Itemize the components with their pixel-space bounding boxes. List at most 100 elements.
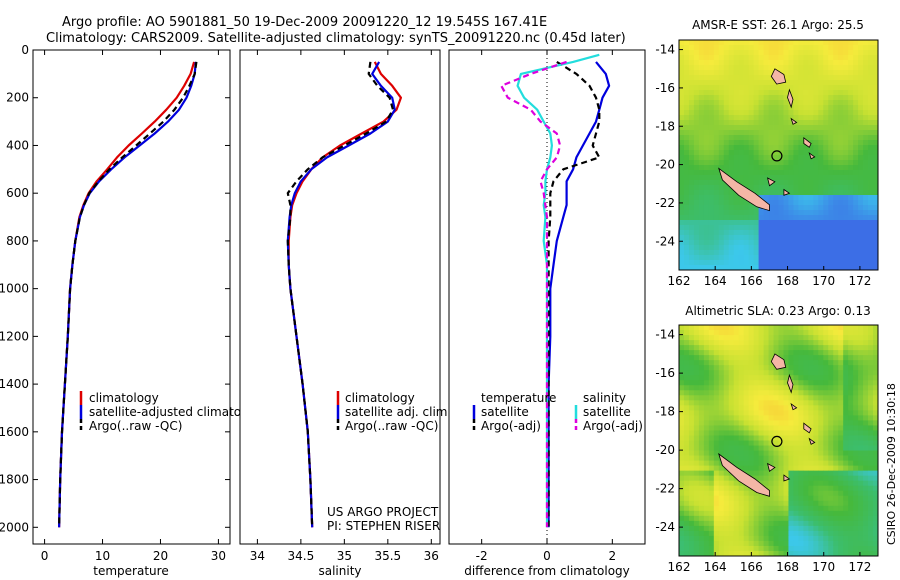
x-tick-label: 36 (424, 549, 439, 563)
x-tick-label: 20 (153, 549, 168, 563)
sla-map-frame (678, 324, 879, 557)
x-tick-label: 35.5 (374, 549, 401, 563)
sst-map-panel: AMSR-E SST: 26.1 Argo: 25.5 162 164 166 168… (655, 18, 879, 288)
x-tick-label: 0 (41, 549, 49, 563)
map-x-tick-label: 172 (848, 560, 871, 574)
map-x-tick-label: 164 (704, 274, 727, 288)
legend-label-satellite-adj: satellite adj. clim. (345, 405, 451, 419)
map-x-tick-label: 164 (704, 560, 727, 574)
map-y-tick-label: -20 (655, 158, 675, 172)
map-y-tick-label: -22 (655, 482, 675, 496)
legend-label-climatology: climatology (345, 391, 415, 405)
argo-float-marker (771, 150, 783, 162)
map-y-tick-label: -14 (655, 43, 675, 57)
y-tick-label: 1800 (0, 473, 29, 487)
difference-legend: temperature salinity satellite Argo(-adj… (472, 391, 643, 433)
sla-heatmap (679, 325, 878, 556)
salinity-legend: climatology satellite adj. clim. Argo(..… (336, 391, 451, 433)
x-tick-label: 0 (543, 549, 551, 563)
map-x-tick-label: 170 (812, 274, 835, 288)
figure-subtitle: Climatology: CARS2009. Satellite-adjuste… (46, 31, 626, 46)
island-4 (803, 422, 812, 434)
y-tick-label: 400 (6, 138, 29, 152)
project-credit: US ARGO PROJECT (327, 505, 439, 519)
csiro-timestamp: CSIRO 26-Dec-2009 10:30:18 (885, 383, 898, 545)
salinity-panel: 34 34.5 35 35.5 36 salinity climatology sate… (239, 49, 451, 578)
legend-label-argo: Argo(..raw -QC) (89, 419, 182, 433)
island-7 (766, 177, 776, 187)
map-x-tick-label: 166 (740, 560, 763, 574)
difference-panel: -2 0 2 difference from climatology tempera… (448, 49, 646, 578)
island-4 (803, 136, 812, 148)
y-tick-label: 1000 (0, 282, 29, 296)
x-tick-label: 30 (211, 549, 226, 563)
temperature-legend: climatology satellite-adjusted climatolo… (79, 391, 267, 433)
legend-label-sal-satellite: satellite (583, 405, 631, 419)
map-x-tick-label: 166 (740, 274, 763, 288)
series-line-salinity-argo-adj (500, 60, 567, 528)
map-y-tick-label: -22 (655, 196, 675, 210)
map-y-tick-label: -16 (655, 81, 675, 95)
island-0 (718, 452, 770, 497)
y-tick-label: 1400 (0, 377, 29, 391)
map-y-tick-label: -24 (655, 234, 675, 248)
legend-label-temp-satellite: satellite (481, 405, 529, 419)
legend-label-satellite-adjusted: satellite-adjusted climatology (89, 405, 267, 419)
y-tick-label: 800 (6, 234, 29, 248)
x-tick-label: 2 (609, 549, 617, 563)
temperature-panel: 0 10 20 30 0 200 400 600 800 1000 1200 1400 1600 1800… (0, 43, 267, 578)
series-line-argo-raw-qc (286, 61, 395, 528)
y-tick-label: 1600 (0, 425, 29, 439)
sla-map-title: Altimetric SLA: 0.23 Argo: 0.13 (685, 304, 870, 318)
island-5 (808, 152, 816, 160)
island-5 (808, 437, 816, 445)
series-line-temperature-argo-adj (547, 60, 601, 528)
legend-title-temperature: temperature (481, 391, 556, 405)
map-y-tick-label: -14 (655, 328, 675, 342)
y-tick-label: 1200 (0, 329, 29, 343)
island-3 (790, 402, 798, 411)
sst-map-frame (678, 39, 879, 271)
sla-map-panel: Altimetric SLA: 0.23 Argo: 0.13 162 164 16… (655, 304, 879, 574)
x-tick-label: 35 (337, 549, 352, 563)
island-3 (790, 117, 798, 125)
x-tick-label: 34 (250, 549, 265, 563)
island-0 (718, 167, 770, 212)
island-1 (770, 68, 787, 85)
pi-credit: PI: STEPHEN RISER (327, 519, 440, 533)
sst-map-title: AMSR-E SST: 26.1 Argo: 25.5 (692, 18, 864, 32)
x-tick-label: 34.5 (288, 549, 315, 563)
map-y-tick-label: -18 (655, 119, 675, 133)
y-tick-label: 0 (21, 43, 29, 57)
salinity-axes-box (239, 49, 441, 545)
series-line-argo-raw-qc (58, 61, 198, 528)
map-x-tick-label: 170 (812, 560, 835, 574)
legend-title-salinity: salinity (583, 391, 626, 405)
map-x-tick-label: 162 (668, 274, 691, 288)
legend-label-sal-argo: Argo(-adj) (583, 419, 643, 433)
island-2 (787, 88, 794, 109)
series-line-temperature-satellite (547, 61, 611, 528)
map-x-tick-label: 162 (668, 560, 691, 574)
island-6 (783, 188, 791, 196)
legend-label-argo: Argo(..raw -QC) (345, 419, 438, 433)
map-y-tick-label: -24 (655, 520, 675, 534)
map-x-tick-label: 168 (776, 560, 799, 574)
map-y-tick-label: -18 (655, 405, 675, 419)
salinity-xlabel: salinity (318, 564, 361, 578)
island-2 (787, 373, 794, 394)
map-y-tick-label: -16 (655, 366, 675, 380)
map-x-tick-label: 172 (848, 274, 871, 288)
x-tick-label: -2 (476, 549, 488, 563)
x-tick-label: 10 (95, 549, 110, 563)
argo-float-marker (771, 435, 783, 447)
island-7 (766, 462, 776, 472)
temperature-xlabel: temperature (93, 564, 168, 578)
map-x-tick-label: 168 (776, 274, 799, 288)
legend-label-temp-argo: Argo(-adj) (481, 419, 541, 433)
y-tick-label: 600 (6, 186, 29, 200)
temperature-axes-box (32, 49, 231, 545)
sst-heatmap (679, 40, 878, 270)
figure-title: Argo profile: AO 5901881_50 19-Dec-2009 … (62, 15, 547, 30)
